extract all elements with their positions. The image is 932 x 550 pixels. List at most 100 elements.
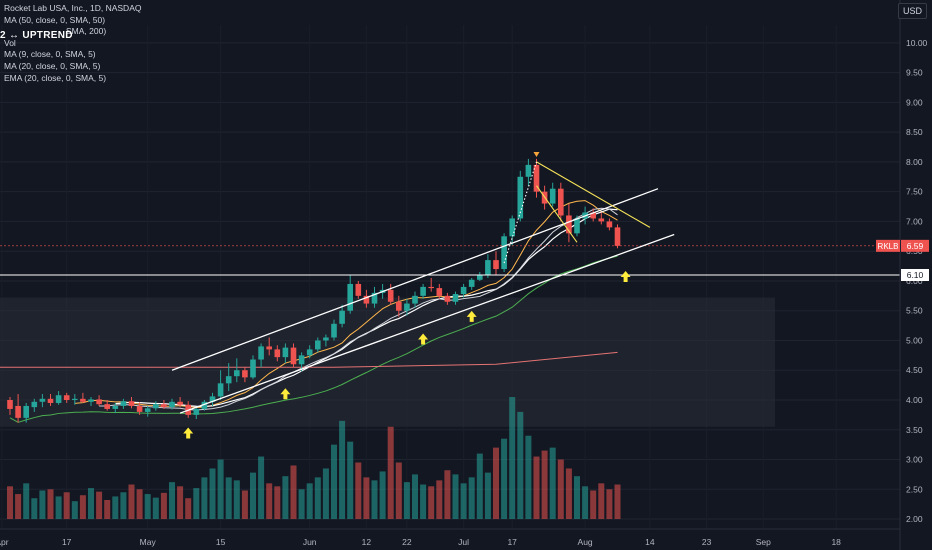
volume-bar [112,496,119,520]
volume-bar [322,468,329,520]
legend-ema20[interactable]: EMA (20, close, 0, SMA, 5) [4,72,107,83]
y-tick-label: 9.50 [906,68,923,78]
y-tick-label: 2.50 [906,484,923,494]
volume-bar [31,498,38,520]
volume-bar [47,489,54,520]
legend-ma200[interactable]: SMA, 200) [66,26,107,37]
x-tick-label: Jun [303,537,317,547]
candle-body [209,396,216,402]
volume-bar [565,468,572,520]
candle-body [136,405,143,412]
volume-bar [331,444,337,520]
candle-body [201,401,208,409]
candle-body [15,405,21,418]
volume-bar [120,492,127,520]
legend-ma9[interactable]: MA (9, close, 0, SMA, 5) [4,49,96,60]
volume-bar [355,462,362,520]
volume-bar [525,435,532,520]
ma50-line [9,255,618,423]
candle-body [460,286,467,295]
volume-bar [371,480,378,520]
y-tick-label: 2.00 [906,514,923,524]
volume-bar [590,490,597,520]
candle-body [452,294,459,302]
candle-body [128,401,135,406]
volume-bar [290,465,297,520]
candle-body [339,310,345,324]
candle-body [533,164,540,192]
volume-bar [379,471,386,520]
legend-vol[interactable]: Vol [4,37,16,48]
y-tick-label: 9.00 [906,97,923,107]
volume-bar [282,476,289,520]
price-badge [901,239,929,252]
candle-body [193,408,200,415]
candle-body [549,188,556,204]
flag-upper-line [536,161,651,228]
level-badge-text: 6.10 [907,270,924,280]
volume-bar [387,426,394,520]
candle-body [468,279,475,287]
candle-body [517,176,524,219]
volume-bar [55,496,62,520]
candle-body [80,398,86,402]
candle-body [104,404,110,409]
drawings [0,151,900,439]
x-tick-label: 22 [402,537,412,547]
ticker-badge-text: RKLB [878,242,899,251]
candle-body [72,398,78,400]
volume-bar [258,456,265,520]
support-arrow [280,388,291,400]
volume-bar [15,494,22,520]
candle-body [501,236,507,270]
candle-body [598,218,605,222]
candle-body [444,295,451,302]
volume-bar [201,477,208,520]
y-tick-label: 4.50 [906,365,923,375]
volume-bar [606,489,613,520]
candle-body [355,283,362,296]
flag-lower-line [536,185,578,243]
currency-button[interactable]: USD [897,3,927,19]
volume-bar [71,501,78,520]
candle-body [485,260,491,275]
candle-body [161,404,167,408]
volume-bar [484,472,491,520]
flag-pole [503,161,538,264]
volume-bar [104,500,111,520]
volume-bar [428,486,435,520]
ma200-line [0,351,618,368]
volume-bars [7,397,621,520]
x-tick-label: Aug [578,537,593,547]
volume-bar [177,486,184,520]
volume-bar [79,495,86,520]
candle-body [39,398,46,402]
candle-body [412,295,418,304]
volume-bar [225,477,232,520]
volume-bar [493,447,499,520]
candle-body [525,164,532,177]
x-tick-label: Sep [756,537,771,547]
volume-bar [193,488,200,520]
volume-bar [395,462,402,520]
candle-body [217,383,224,397]
x-tick-label: 12 [362,537,372,547]
candle-body [574,218,580,234]
legend-ma20[interactable]: MA (20, close, 0, SMA, 5) [4,60,101,71]
legend-ma50[interactable]: MA (50, close, 0, SMA, 50) [4,14,106,25]
candle-body [290,347,297,365]
candle-body [298,355,305,365]
candle-body [315,340,321,350]
x-tick-label: Apr [0,537,9,547]
uptrend-badge: 2 ↔ UPTREND [0,30,73,41]
candle-body [7,400,13,409]
volume-bar [88,488,94,520]
y-tick-label: 10.00 [906,38,928,48]
volume-bar [266,483,273,520]
y-tick-label: 8.00 [906,157,923,167]
candle-body [177,401,183,405]
candle-body [331,323,337,338]
candle-body [566,215,572,234]
